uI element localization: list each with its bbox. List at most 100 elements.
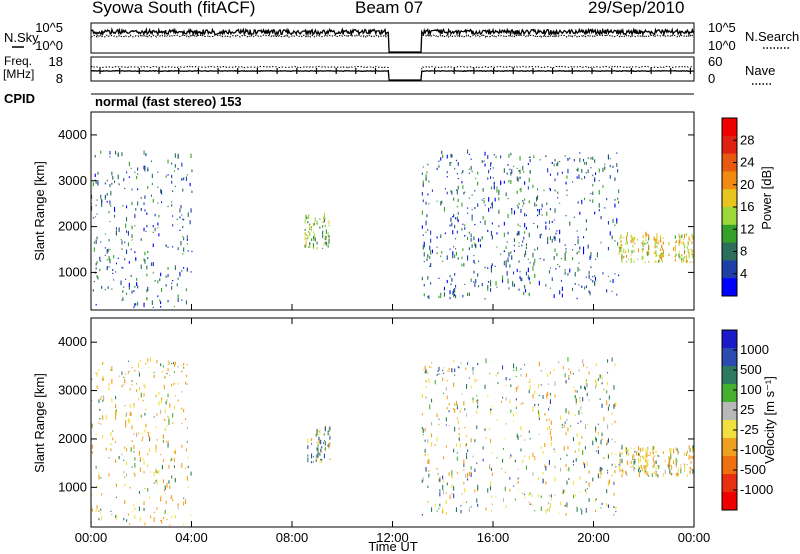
echo-mark [476, 379, 478, 382]
echo-mark [590, 279, 592, 281]
echo-mark [649, 453, 651, 457]
echo-mark [648, 251, 650, 255]
echo-mark [626, 461, 628, 463]
echo-mark [322, 230, 324, 234]
echo-mark [524, 439, 526, 441]
echo-mark [324, 225, 326, 228]
echo-mark [95, 465, 97, 469]
echo-mark [643, 455, 645, 460]
echo-mark [422, 434, 424, 436]
echo-mark [466, 443, 468, 446]
echo-mark [191, 250, 193, 253]
echo-mark [554, 189, 556, 192]
echo-mark [177, 382, 179, 385]
echo-mark [647, 241, 649, 243]
echo-mark [440, 255, 442, 258]
nave-dip [237, 68, 239, 74]
echo-mark [532, 472, 534, 476]
nave-label: Nave [745, 63, 775, 78]
echo-mark [495, 281, 497, 286]
echo-mark [460, 505, 462, 507]
echo-mark [449, 224, 451, 227]
echo-mark [421, 172, 423, 175]
echo-mark [496, 286, 498, 288]
nsky-trace [90, 27, 695, 53]
echo-mark [467, 472, 469, 478]
echo-mark [679, 235, 681, 240]
echo-mark [136, 389, 138, 392]
echo-mark [637, 258, 639, 260]
echo-mark [472, 370, 474, 375]
echo-mark [625, 447, 627, 452]
echo-mark [509, 457, 511, 459]
echo-mark [655, 254, 657, 257]
echo-mark [625, 470, 627, 475]
echo-mark [668, 253, 670, 256]
echo-mark [177, 503, 179, 507]
echo-mark [491, 235, 493, 240]
echo-mark [162, 365, 164, 368]
echo-mark [585, 481, 587, 483]
echo-mark [98, 399, 100, 403]
echo-mark [588, 498, 590, 502]
echo-mark [307, 454, 309, 457]
echo-mark [181, 365, 183, 367]
echo-mark [140, 264, 142, 269]
echo-mark [560, 279, 562, 282]
echo-mark [96, 505, 98, 509]
echo-mark [121, 384, 123, 388]
freq-label: Freq. [4, 54, 32, 68]
echo-mark [515, 387, 517, 392]
echo-mark [477, 503, 479, 507]
echo-mark [429, 404, 431, 410]
echo-mark [456, 189, 458, 195]
echo-mark [476, 462, 478, 464]
echo-mark [126, 461, 128, 465]
echo-mark [316, 457, 318, 462]
echo-mark [95, 509, 97, 512]
echo-mark [580, 406, 582, 410]
echo-mark [186, 238, 188, 241]
echo-mark [659, 259, 661, 262]
echo-mark [172, 498, 174, 501]
echo-mark [466, 455, 468, 460]
echo-mark [482, 215, 484, 220]
echo-mark [458, 367, 460, 369]
echo-mark [549, 188, 551, 192]
echo-mark [448, 425, 450, 427]
echo-mark [512, 281, 514, 284]
echo-mark [645, 448, 647, 452]
echo-mark [634, 450, 636, 453]
echo-mark [689, 261, 691, 263]
echo-mark [500, 155, 502, 159]
echo-mark [162, 479, 164, 484]
echo-mark [515, 407, 517, 409]
echo-mark [505, 397, 507, 401]
echo-mark [456, 471, 458, 474]
echo-mark [317, 434, 319, 436]
echo-mark [477, 399, 479, 402]
echo-mark [564, 504, 566, 507]
echo-mark [99, 408, 101, 411]
echo-mark [321, 451, 323, 453]
echo-mark [131, 425, 133, 430]
echo-mark [503, 221, 505, 226]
echo-mark [441, 251, 443, 254]
echo-mark [460, 408, 462, 411]
echo-mark [660, 235, 662, 239]
echo-mark [168, 418, 170, 423]
nave-dip [197, 68, 199, 74]
echo-mark [525, 227, 527, 230]
echo-mark [579, 441, 581, 445]
echo-mark [466, 413, 468, 417]
echo-mark [661, 244, 663, 248]
echo-mark [595, 258, 597, 260]
echo-mark [426, 214, 428, 217]
echo-mark [421, 393, 423, 399]
echo-mark [146, 212, 148, 215]
echo-mark [585, 285, 587, 289]
echo-mark [670, 452, 672, 455]
echo-mark [515, 375, 517, 378]
echo-mark [647, 447, 649, 450]
echo-mark [525, 214, 527, 216]
